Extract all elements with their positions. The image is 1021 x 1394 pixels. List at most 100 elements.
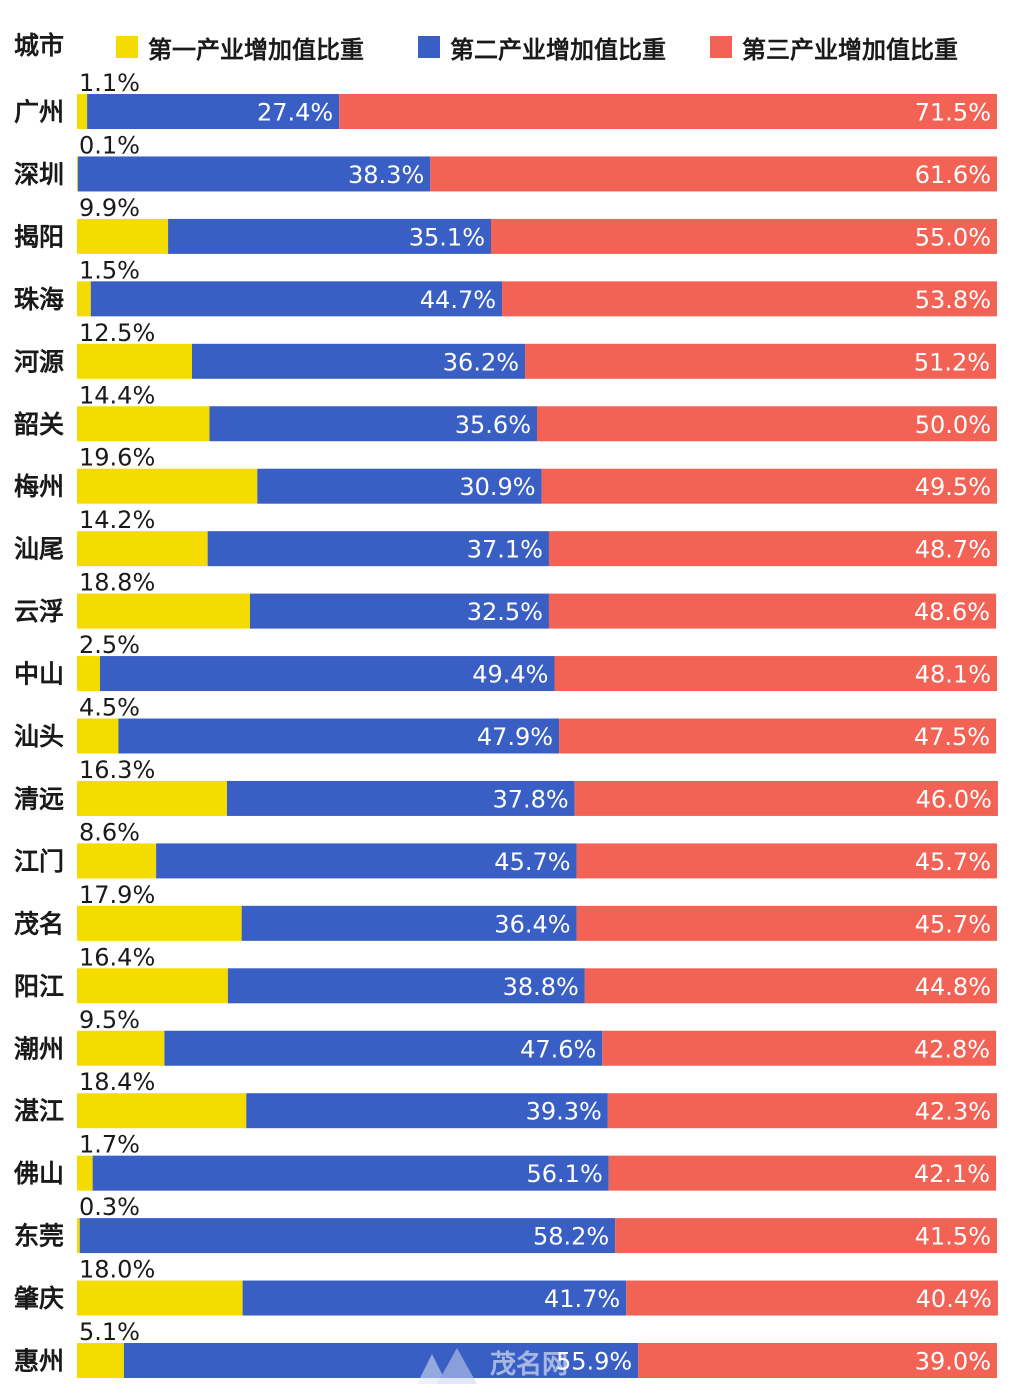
data-label-primary: 4.5% xyxy=(79,694,140,722)
city-label: 佛山 xyxy=(13,1159,64,1188)
data-label-tertiary: 51.2% xyxy=(914,348,990,376)
bar-segment-secondary xyxy=(77,156,431,192)
data-label-secondary: 27.4% xyxy=(257,99,333,127)
bar-segment-secondary xyxy=(92,1155,609,1191)
legend-item-tertiary: 第三产业增加值比重 xyxy=(710,32,958,64)
legend-label-tertiary: 第三产业增加值比重 xyxy=(742,35,958,64)
data-label-tertiary: 44.8% xyxy=(915,973,991,1001)
bar-segment-tertiary xyxy=(559,718,997,754)
city-label: 清远 xyxy=(14,784,64,813)
data-label-tertiary: 53.8% xyxy=(915,286,991,314)
data-label-secondary: 47.9% xyxy=(477,723,553,751)
bar-segment-primary xyxy=(77,905,242,941)
bar-segment-primary xyxy=(77,1155,93,1191)
data-label-primary: 9.9% xyxy=(79,194,140,222)
bar-segment-secondary xyxy=(241,905,577,941)
bar-segment-primary xyxy=(77,1030,165,1066)
legend-label-primary: 第一产业增加值比重 xyxy=(148,35,364,64)
data-label-primary: 0.3% xyxy=(79,1193,140,1221)
data-label-primary: 16.4% xyxy=(79,943,155,971)
data-label-tertiary: 55.0% xyxy=(915,223,991,251)
legend-swatch-tertiary xyxy=(710,36,732,58)
bar-segment-tertiary xyxy=(502,281,997,317)
data-label-secondary: 38.8% xyxy=(503,973,579,1001)
data-label-secondary: 35.1% xyxy=(409,223,485,251)
bar-segment-tertiary xyxy=(638,1343,997,1378)
city-label: 梅州 xyxy=(14,472,64,501)
city-label: 茂名 xyxy=(14,909,64,938)
bar-segment-tertiary xyxy=(541,468,997,504)
city-column-header: 城市 xyxy=(14,31,65,60)
data-label-primary: 0.1% xyxy=(79,131,140,159)
data-label-secondary: 38.3% xyxy=(348,161,424,189)
data-label-secondary: 45.7% xyxy=(494,848,570,876)
data-label-primary: 18.8% xyxy=(79,569,155,597)
bar-segment-primary xyxy=(77,468,258,504)
bar-segment-primary xyxy=(77,406,210,442)
bar-segment-secondary xyxy=(242,1280,627,1316)
data-label-secondary: 41.7% xyxy=(544,1285,620,1313)
data-label-tertiary: 48.7% xyxy=(915,536,991,564)
city-label: 惠州 xyxy=(14,1347,64,1376)
legend-item-secondary: 第二产业增加值比重 xyxy=(418,32,666,64)
data-label-primary: 8.6% xyxy=(79,818,140,846)
data-label-primary: 2.5% xyxy=(79,631,140,659)
bar-segment-tertiary xyxy=(339,94,997,129)
bar-segment-primary xyxy=(77,968,228,1004)
city-label: 湛江 xyxy=(14,1097,64,1126)
data-label-primary: 1.5% xyxy=(79,256,140,284)
bar-segment-primary xyxy=(77,218,169,254)
data-label-primary: 1.1% xyxy=(79,69,140,97)
data-label-secondary: 49.4% xyxy=(472,661,548,689)
city-label: 中山 xyxy=(14,660,64,689)
bar-segment-tertiary xyxy=(537,406,997,442)
data-label-tertiary: 46.0% xyxy=(916,785,992,813)
bar-segment-primary xyxy=(77,281,91,317)
legend-swatch-secondary xyxy=(418,36,440,58)
data-label-secondary: 37.1% xyxy=(467,536,543,564)
city-label: 广州 xyxy=(14,98,64,127)
bar-segment-secondary xyxy=(156,843,577,879)
bar-segment-secondary xyxy=(164,1030,603,1066)
city-label: 阳江 xyxy=(14,972,64,1001)
bar-segment-primary xyxy=(77,531,208,567)
data-label-tertiary: 48.6% xyxy=(914,598,990,626)
bar-segment-tertiary xyxy=(615,1218,997,1254)
data-label-tertiary: 71.5% xyxy=(915,99,991,127)
legend-label-secondary: 第二产业增加值比重 xyxy=(450,35,666,64)
bar-segment-secondary xyxy=(249,593,549,629)
bar-segment-secondary xyxy=(227,968,585,1004)
city-label: 江门 xyxy=(14,847,64,876)
bar-segment-primary xyxy=(77,156,78,192)
watermark-site-url: WWW.GDMM.COM xyxy=(498,1376,611,1389)
data-label-tertiary: 42.1% xyxy=(914,1160,990,1188)
site-watermark: 茂名网 WWW.GDMM.COM xyxy=(412,1344,612,1390)
legend-swatch-primary xyxy=(116,36,138,58)
data-label-tertiary: 48.1% xyxy=(915,661,991,689)
data-label-primary: 19.6% xyxy=(79,444,155,472)
bar-segment-tertiary xyxy=(584,968,997,1004)
data-label-primary: 16.3% xyxy=(79,756,155,784)
bar-segment-tertiary xyxy=(608,1155,997,1191)
bar-segment-secondary xyxy=(100,656,555,692)
data-label-primary: 9.5% xyxy=(79,1006,140,1034)
bar-segment-tertiary xyxy=(574,780,998,816)
data-label-tertiary: 61.6% xyxy=(915,161,991,189)
bar-segment-secondary xyxy=(192,343,526,379)
bar-segment-tertiary xyxy=(607,1093,997,1129)
data-label-secondary: 55.9% xyxy=(556,1348,632,1376)
bar-segment-secondary xyxy=(123,1343,639,1378)
data-label-secondary: 58.2% xyxy=(533,1223,609,1251)
data-label-primary: 5.1% xyxy=(79,1318,140,1346)
data-label-secondary: 36.4% xyxy=(494,910,570,938)
bar-segment-secondary xyxy=(257,468,542,504)
bar-segment-secondary xyxy=(168,218,491,254)
data-label-tertiary: 49.5% xyxy=(915,473,991,501)
bar-segment-tertiary xyxy=(576,843,997,879)
bar-segment-primary xyxy=(77,843,157,879)
data-label-secondary: 37.8% xyxy=(492,785,568,813)
city-label: 深圳 xyxy=(14,160,64,189)
bar-segment-secondary xyxy=(209,406,538,442)
chart-legend: 第一产业增加值比重 第二产业增加值比重 第三产业增加值比重 xyxy=(0,28,1021,64)
